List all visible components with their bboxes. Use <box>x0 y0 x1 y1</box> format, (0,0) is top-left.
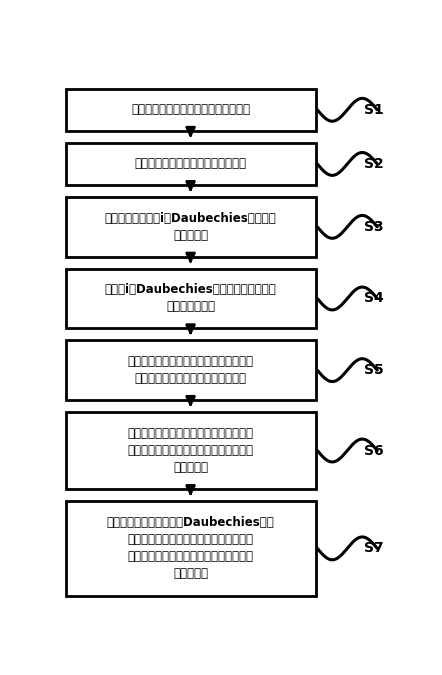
Text: 对新获取的工况信号进行Daubechies小波
分解、重构、正交规范化、计算功率谱、
计算故障模式分类空间坐标、判定所在故
障特征区域: 对新获取的工况信号进行Daubechies小波 分解、重构、正交规范化、计算功率… <box>107 516 274 580</box>
Text: 对滚动轴承振动信号进行小波分解重构: 对滚动轴承振动信号进行小波分解重构 <box>131 103 250 116</box>
Text: S4: S4 <box>364 292 384 306</box>
Text: 提取比重最大的前i层Daubechies小波进行
正交规范化: 提取比重最大的前i层Daubechies小波进行 正交规范化 <box>105 212 276 242</box>
Text: S3: S3 <box>364 220 384 234</box>
Text: S6: S6 <box>364 443 384 458</box>
Text: 根据设定的误差值确定重构小波层数: 根据设定的误差值确定重构小波层数 <box>134 157 247 170</box>
FancyBboxPatch shape <box>65 269 316 328</box>
FancyBboxPatch shape <box>65 143 316 185</box>
Text: S5: S5 <box>364 363 384 377</box>
FancyBboxPatch shape <box>65 197 316 256</box>
Text: 计算不同工况下时域信号在故障模式分类
空间中的投影坐标，并标定故障特征: 计算不同工况下时域信号在故障模式分类 空间中的投影坐标，并标定故障特征 <box>128 355 254 385</box>
FancyBboxPatch shape <box>65 502 316 595</box>
FancyBboxPatch shape <box>65 89 316 131</box>
Text: 计算前i层Daubechies小波功率谱，建立故
障模式分类空间: 计算前i层Daubechies小波功率谱，建立故 障模式分类空间 <box>105 284 276 313</box>
FancyBboxPatch shape <box>65 412 316 489</box>
Text: S1: S1 <box>364 103 384 117</box>
Text: S2: S2 <box>364 157 384 171</box>
FancyBboxPatch shape <box>65 340 316 400</box>
Text: S7: S7 <box>364 541 384 556</box>
Text: 采用支持向量机对不同工况信号特征进行
空间划分，划分故障模式分类空间中的故
障特征区域: 采用支持向量机对不同工况信号特征进行 空间划分，划分故障模式分类空间中的故 障特… <box>128 427 254 474</box>
